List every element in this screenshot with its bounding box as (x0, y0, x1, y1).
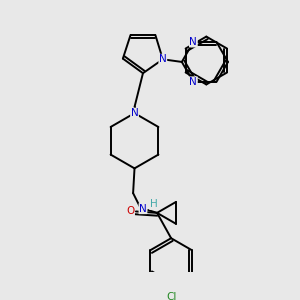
Text: O: O (126, 206, 134, 217)
Text: N: N (190, 37, 197, 47)
Text: N: N (139, 204, 147, 214)
Text: H: H (150, 200, 158, 209)
Text: Cl: Cl (166, 292, 176, 300)
Text: N: N (159, 54, 167, 64)
Text: N: N (190, 77, 197, 87)
Text: N: N (130, 108, 138, 118)
